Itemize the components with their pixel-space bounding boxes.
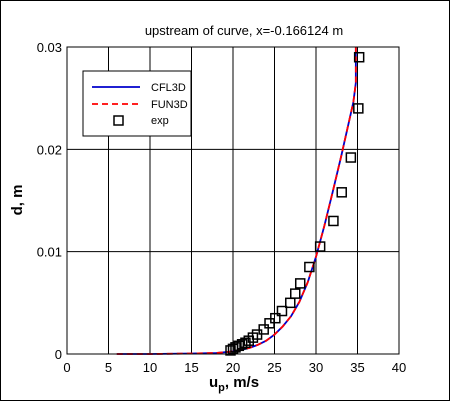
legend-marker-exp [113,115,124,126]
y-axis-label: d, m [9,185,26,216]
exp-marker [328,215,339,227]
exp-marker [270,312,281,324]
x-axis-label: up, m/s [209,374,259,394]
legend: CFL3D FUN3D exp [82,70,192,137]
x-tick-label: 20 [226,360,240,375]
legend-label-fun3d: FUN3D [151,99,188,111]
exp-marker [294,278,306,289]
x-axis-label-unit: , m/s [225,374,259,391]
x-tick-label: 35 [350,360,364,375]
exp-marker [353,103,364,114]
exp-marker [314,241,326,252]
exp-marker [353,51,365,63]
exp-marker [304,261,315,273]
exp-marker [336,187,347,198]
exp-marker [236,339,248,350]
series-line-fun3d [116,47,357,355]
legend-label-cfl3d: CFL3D [151,82,186,94]
x-tick-label: 5 [105,360,112,375]
exp-marker [290,288,301,299]
plot-border [66,46,400,355]
exp-marker [276,305,288,317]
exp-marker [345,152,357,163]
x-tick-label: 25 [267,360,281,375]
exp-marker [230,342,241,353]
y-tick-label: 0.02 [37,142,62,157]
x-tick-label: 0 [63,360,70,375]
x-axis-label-subscript: p [218,382,225,394]
y-tick-labels: 0 0.01 0.02 0.03 [37,40,62,362]
y-tick-label: 0.01 [37,245,62,260]
chart-title: upstream of curve, x=-0.166124 m [145,23,343,38]
x-tick-label: 40 [392,360,406,375]
legend-label-exp: exp [151,115,169,127]
x-tick-label: 15 [184,360,198,375]
x-tick-labels: 0 5 10 15 20 25 30 35 40 [63,360,406,375]
exp-marker [258,324,269,335]
experimental-markers [225,51,365,356]
x-axis-label-main: u [209,374,218,391]
x-tick-label: 30 [309,360,323,375]
y-tick-label: 0 [55,347,62,362]
exp-marker [233,340,245,352]
curves [116,47,357,355]
x-tick-label: 10 [143,360,157,375]
y-tick-label: 0.03 [37,40,62,55]
